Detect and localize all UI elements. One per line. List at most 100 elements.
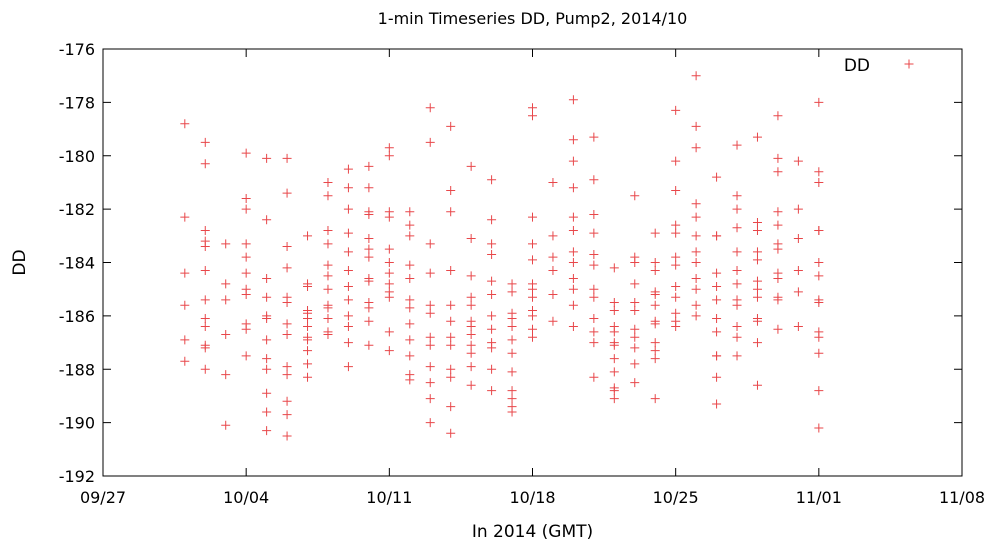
data-point — [343, 322, 353, 332]
legend-label: DD — [844, 56, 870, 76]
data-point — [732, 351, 742, 361]
data-point — [282, 188, 292, 198]
data-point — [589, 314, 599, 324]
data-point — [180, 212, 190, 222]
data-point — [630, 298, 640, 308]
data-point — [180, 300, 190, 310]
data-point — [241, 204, 251, 214]
x-tick-label: 10/11 — [366, 488, 412, 507]
data-point — [752, 132, 762, 142]
data-point — [752, 247, 762, 257]
data-point — [364, 244, 374, 254]
data-point — [609, 367, 619, 377]
data-point — [405, 207, 415, 217]
data-point — [548, 316, 558, 326]
data-point — [691, 143, 701, 153]
data-point — [303, 282, 313, 292]
data-point — [405, 295, 415, 305]
data-point — [650, 319, 660, 329]
data-point — [712, 172, 722, 182]
data-point — [507, 279, 517, 289]
data-point — [343, 295, 353, 305]
x-tick-label: 10/25 — [653, 488, 699, 507]
data-point — [712, 268, 722, 278]
data-point — [262, 354, 272, 364]
data-point — [323, 239, 333, 249]
data-point — [732, 140, 742, 150]
data-point — [568, 258, 578, 267]
data-point — [364, 207, 374, 217]
data-point — [262, 274, 272, 284]
data-point — [405, 319, 415, 329]
data-point — [303, 231, 313, 241]
data-point — [548, 177, 558, 187]
x-axis-label: In 2014 (GMT) — [472, 522, 593, 542]
data-point — [589, 372, 599, 382]
data-point — [568, 183, 578, 193]
data-point — [487, 215, 497, 225]
data-point — [384, 258, 394, 267]
data-point — [384, 151, 394, 161]
data-point — [425, 340, 435, 350]
data-point — [446, 428, 456, 438]
data-point — [262, 215, 272, 225]
data-point — [487, 311, 497, 321]
data-point — [609, 298, 619, 308]
data-point — [752, 225, 762, 235]
data-point — [425, 103, 435, 113]
data-point — [200, 159, 210, 169]
data-point — [568, 212, 578, 222]
data-point — [487, 386, 497, 396]
data-point — [712, 372, 722, 382]
data-point — [425, 268, 435, 278]
data-point — [262, 426, 272, 436]
data-point — [528, 306, 537, 316]
data-point — [466, 271, 476, 281]
y-tick-label: -184 — [59, 254, 95, 273]
data-point — [262, 314, 272, 324]
data-point — [793, 233, 803, 243]
data-point — [528, 103, 537, 113]
data-point — [364, 316, 374, 326]
data-point — [446, 185, 456, 195]
data-point — [364, 276, 374, 286]
data-point — [384, 143, 394, 153]
data-point — [630, 324, 640, 334]
x-tick-label: 09/27 — [80, 488, 126, 507]
data-point — [364, 252, 374, 262]
data-point — [323, 314, 333, 324]
data-point — [528, 292, 537, 302]
data-point — [793, 287, 803, 297]
data-point — [446, 316, 456, 326]
data-point — [507, 314, 517, 324]
y-tick-label: -182 — [59, 200, 95, 219]
data-point — [466, 380, 476, 390]
data-point — [712, 295, 722, 305]
data-point — [323, 284, 333, 294]
data-point — [303, 359, 313, 369]
data-point — [405, 375, 415, 385]
data-point — [691, 300, 701, 310]
chart-title: 1-min Timeseries DD, Pump2, 2014/10 — [378, 9, 688, 28]
data-point — [241, 193, 251, 203]
data-point — [589, 209, 599, 219]
data-point — [343, 228, 353, 238]
data-point — [405, 231, 415, 241]
data-point — [752, 380, 762, 390]
data-point — [343, 204, 353, 214]
data-point — [364, 298, 374, 308]
data-point — [752, 276, 762, 286]
data-point — [548, 252, 558, 262]
data-point — [384, 268, 394, 278]
data-point — [589, 338, 599, 348]
data-point — [528, 239, 537, 249]
x-tick-label: 11/01 — [796, 488, 842, 507]
data-point — [303, 372, 313, 382]
data-point — [466, 330, 476, 340]
data-point — [589, 132, 599, 142]
data-point — [712, 351, 722, 361]
data-point — [650, 346, 660, 356]
data-point — [650, 394, 660, 404]
data-point — [528, 111, 537, 121]
